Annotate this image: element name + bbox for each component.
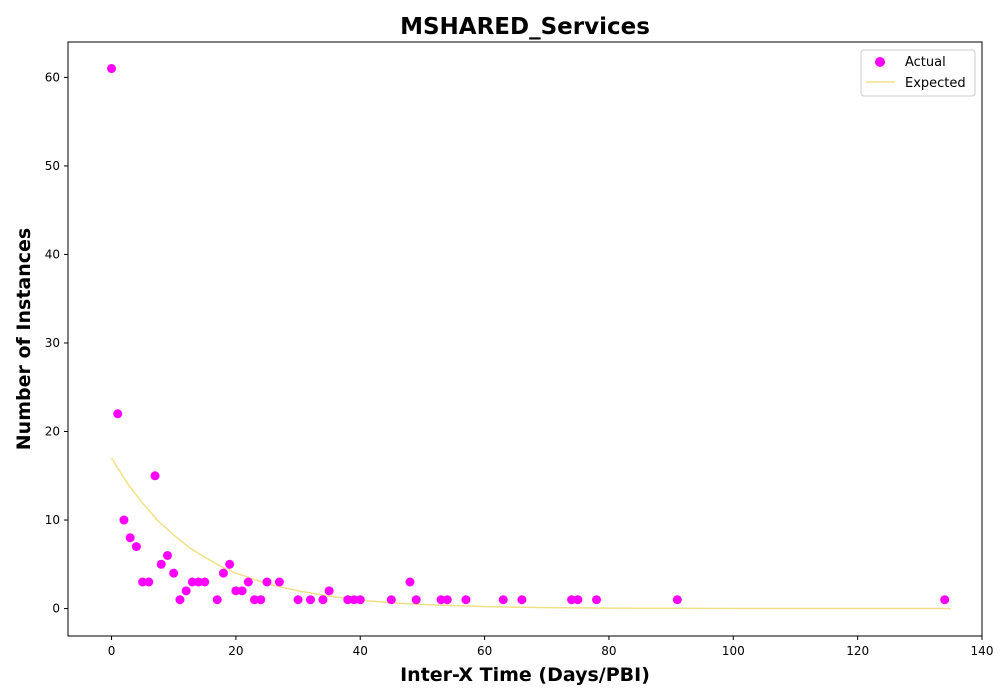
actual-point [405,577,415,587]
actual-point [436,595,446,605]
actual-points-layer [107,64,950,605]
actual-point [162,550,172,560]
actual-point [218,568,228,578]
actual-point [113,409,123,419]
actual-point [200,577,210,587]
legend-expected-label: Expected [905,76,966,91]
x-tick-label: 80 [601,644,616,658]
actual-point [343,595,353,605]
chart-title: MSHARED_Services [400,14,650,40]
expected-line-layer [110,457,951,610]
expected-curve [110,457,951,610]
actual-point [119,515,129,525]
plot-frame [67,41,983,637]
actual-point [498,595,508,605]
legend-actual-label: Actual [905,55,946,70]
axis-ticks: 0 20 40 60 80 100 120 140 0 10 20 30 40 50 60 [45,70,994,658]
actual-point [125,533,135,543]
x-tick-label: 40 [353,644,368,658]
actual-point [940,595,950,605]
actual-point [131,542,141,552]
actual-point [517,595,527,605]
actual-point [175,595,185,605]
actual-point [349,595,359,605]
actual-point [274,577,284,587]
x-tick-label: 120 [846,644,869,658]
actual-point [169,568,179,578]
actual-point [567,595,577,605]
actual-point [262,577,272,587]
y-axis-title: Number of Instances [13,228,35,450]
x-tick-label: 20 [228,644,243,658]
actual-point [318,595,328,605]
actual-point [212,595,222,605]
actual-point [386,595,396,605]
y-tick-label: 40 [45,247,60,261]
actual-point [355,595,365,605]
legend-box [860,49,976,97]
x-tick-label: 0 [108,644,116,658]
actual-point [293,595,303,605]
y-tick-label: 30 [45,336,60,350]
y-tick-label: 0 [52,602,60,616]
y-tick-label: 10 [45,513,60,527]
actual-point [305,595,315,605]
legend: Actual Expected [860,49,976,97]
x-tick-label: 140 [971,644,994,658]
actual-point [156,559,166,569]
actual-point [107,64,117,74]
actual-point [256,595,266,605]
x-tick-label: 60 [477,644,492,658]
actual-point [442,595,452,605]
actual-point [225,559,235,569]
actual-point [187,577,197,587]
actual-point [672,595,682,605]
actual-point [592,595,602,605]
actual-point [231,586,241,596]
legend-actual-marker [875,57,885,67]
actual-point [194,577,204,587]
actual-point [324,586,334,596]
y-tick-label: 20 [45,425,60,439]
y-tick-label: 50 [45,159,60,173]
actual-point [144,577,154,587]
y-tick-label: 60 [45,70,60,84]
actual-point [243,577,253,587]
actual-point [461,595,471,605]
actual-point [138,577,148,587]
actual-point [573,595,583,605]
actual-point [150,471,160,481]
x-axis-title: Inter-X Time (Days/PBI) [400,664,650,686]
x-tick-label: 100 [722,644,745,658]
actual-point [411,595,421,605]
actual-point [250,595,260,605]
actual-point [181,586,191,596]
actual-point [237,586,247,596]
